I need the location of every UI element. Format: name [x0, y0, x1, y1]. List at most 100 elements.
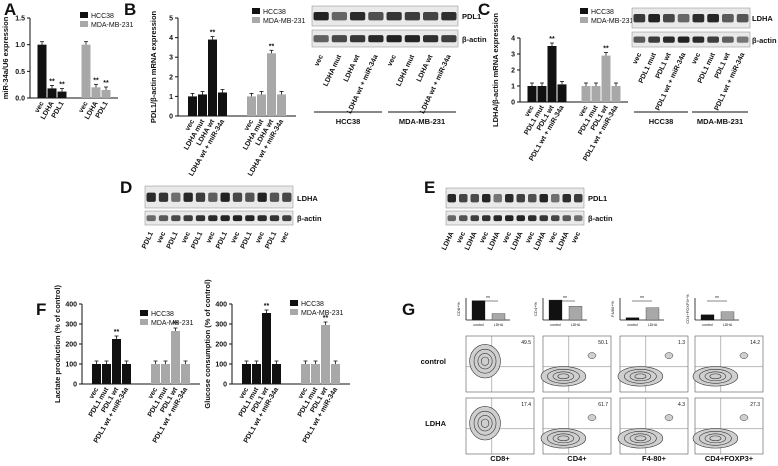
panel-c-significance: ** [603, 46, 609, 53]
panel-f-lactate-significance: ** [114, 329, 120, 336]
panel-e-blot-pdl1-band [447, 194, 456, 203]
panel-a-bar [47, 88, 57, 98]
panel-e-band-name: PDL1 [588, 194, 607, 203]
panel-a-legend-label: MDA-MB-231 [91, 22, 134, 29]
panel-e-blot-actin-membrane [445, 210, 585, 226]
panel-e-blot-pdl1-band [562, 194, 571, 203]
panel-a-category-label: vec [34, 100, 46, 114]
panel-f-glucose-ytick-label: 100 [215, 362, 227, 369]
panel-f-lactate-legend-label: HCC38 [151, 311, 174, 318]
panel-b-blot-pdl1-membrane [311, 5, 459, 27]
panel-c-blot-actin-band [707, 36, 719, 43]
panel-c-band-name: β-actin [752, 36, 777, 45]
panel-b-significance: ** [269, 43, 275, 50]
panel-g-contour [739, 352, 749, 359]
panel-g-contour [477, 353, 493, 370]
panel-g-mini-category: control [473, 323, 484, 327]
panel-c-lane-label: PDL1 wt + miR-34a [655, 52, 688, 112]
panel-c-blot-ldha-band [648, 14, 660, 23]
panel-f-lactate-ytick-label: 300 [65, 322, 77, 329]
panel-b-bar [247, 96, 256, 116]
panel-f-lactate-ytick-label: 400 [65, 302, 77, 309]
panel-f-glucose-bar [301, 364, 310, 384]
panel-a-significance: ** [49, 78, 55, 85]
panel-b-blot-pdl1-band [350, 12, 366, 21]
panel-c-group-label: MDA-MB-231 [697, 117, 743, 126]
panel-b-ytick-label: 5 [169, 16, 173, 23]
panel-b-blot-actin-band [331, 35, 347, 43]
panel-d-band-name: β-actin [297, 214, 322, 223]
panel-f-glucose-bar [272, 364, 281, 384]
panel-f-glucose-significance: ** [264, 303, 270, 310]
panel-e-blot-pdl1-band [516, 194, 525, 203]
panel-c-ytick-label: 3 [511, 52, 515, 59]
panel-c-blot-actin-band [692, 36, 705, 43]
panel-g-contour [473, 410, 497, 436]
panel-e-lane-label: LDHA [441, 231, 456, 252]
panel-f-lactate-legend-swatch [140, 310, 148, 316]
panel-c-blot-actin-band [736, 36, 749, 43]
panel-g-quadrant-value: 49.5 [521, 340, 531, 346]
panel-e-blot-actin-band [516, 215, 525, 222]
panel-g-contour [739, 414, 749, 421]
panel-c-bar [611, 86, 621, 102]
panel-g-contour [480, 356, 490, 366]
panel-c-legend-swatch [580, 8, 588, 14]
panel-g-contour [587, 352, 597, 359]
panel-a-significance: ** [103, 80, 109, 87]
panel-d-blot-actin-band [245, 215, 255, 222]
panel-d-blot-ldha-membrane [144, 185, 294, 209]
panel-b-lane-label: LDHA wt [416, 53, 435, 83]
panel-d-blot-ldha-band [171, 192, 181, 202]
panel-a-bar [57, 91, 67, 98]
panel-b-bar [267, 53, 276, 116]
panel-g-contour [709, 435, 722, 442]
panel-b-bar [208, 39, 217, 117]
panel-label-g: G [402, 300, 416, 319]
panel-g-mini-bar [471, 300, 486, 321]
panel-d-blot-actin-band [232, 215, 243, 222]
panel-g-mini-y-title: F4/80+% [610, 300, 615, 317]
panel-g-mini-significance: ** [640, 296, 644, 302]
panel-g-mini-significance: ** [563, 296, 567, 302]
panel-c-bar [537, 86, 547, 102]
panel-d-blot-actin-band [220, 215, 230, 222]
panel-b-blot-pdl1-band [368, 12, 384, 21]
panel-c-blot-actin-band [663, 36, 675, 43]
panel-e-lane-label: vec [456, 231, 467, 245]
panel-c-blot-ldha-band [722, 14, 734, 23]
panel-g-contour [552, 433, 575, 444]
panel-c-blot-ldha-band [707, 14, 719, 23]
panel-f-glucose-ytick-label: 200 [215, 342, 227, 349]
panel-g-contour [699, 369, 732, 384]
panel-f-glucose-bar [331, 364, 340, 384]
panel-b-lane-label: LDHA mut [322, 53, 343, 87]
panel-f-glucose-bar [252, 364, 261, 384]
panel-c-y-title: LDHA/β-actin mRNA expression [491, 13, 500, 127]
panel-b-ytick-label: 0 [169, 114, 173, 121]
panel-f-lactate-category-label: vec [147, 386, 159, 400]
panel-f-lactate-bar [151, 364, 160, 384]
panel-d-lane-label: vec [156, 231, 167, 245]
panel-g-contour [629, 371, 652, 382]
panel-g-contour [634, 435, 647, 442]
panel-g-quadrant-value: 14.2 [750, 340, 760, 346]
panel-g-mini-category: LDHA [648, 323, 658, 327]
panel-e-blot-actin-band [574, 215, 583, 222]
panel-d-blot-actin-band [146, 215, 156, 222]
panel-b-blot-pdl1-band [386, 12, 402, 21]
panel-g-quadrant-value: 27.3 [750, 402, 760, 408]
panel-b-band-name: PDL1 [462, 12, 481, 21]
panel-g-contour [557, 435, 570, 442]
panel-e-blot-actin-band [539, 215, 548, 222]
panel-g-mini-category: LDHA [571, 323, 581, 327]
panel-g-contour [699, 431, 732, 446]
panel-b-ytick-label: 2 [169, 74, 173, 81]
panel-c-blot-ldha-band [692, 14, 705, 23]
panel-f-lactate-ytick-label: 200 [65, 342, 77, 349]
panel-f-lactate-bar [102, 364, 111, 384]
panel-d-blot-ldha-band [195, 192, 206, 202]
panel-c-legend-label: MDA-MB-231 [591, 18, 634, 25]
